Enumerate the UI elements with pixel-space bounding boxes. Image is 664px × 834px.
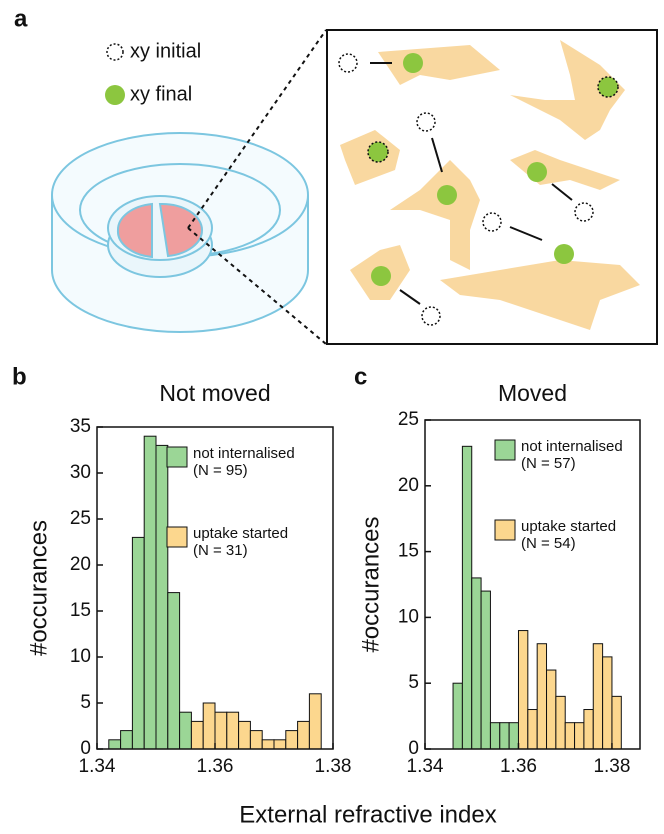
legend-text: xy final: [130, 83, 192, 105]
bar: [298, 721, 310, 749]
legend-swatch: [495, 520, 515, 540]
y-tick-label: 25: [398, 409, 419, 430]
dish: [52, 133, 308, 332]
bar: [593, 644, 602, 749]
legend-swatch: [495, 440, 515, 460]
bar: [109, 740, 121, 749]
bar: [509, 723, 518, 749]
bar: [180, 712, 192, 749]
bar: [286, 731, 298, 749]
bar: [472, 578, 481, 749]
y-tick-label: 35: [70, 416, 91, 437]
figure: a xy initial xy final b c E: [0, 0, 664, 834]
panel-label: b: [12, 363, 27, 390]
y-tick-label: 20: [70, 554, 91, 575]
y-tick-label: 30: [70, 462, 91, 483]
bar: [565, 723, 574, 749]
bar: [547, 670, 556, 749]
y-axis-label: #occurances: [357, 516, 384, 652]
bar: [250, 731, 262, 749]
bar: [156, 445, 168, 749]
legend-text: xy initial: [130, 40, 201, 62]
bar: [490, 723, 499, 749]
final-icon: [105, 85, 125, 105]
legend-label: uptake started: [521, 518, 616, 535]
bar: [239, 721, 251, 749]
y-tick-label: 15: [398, 541, 419, 562]
bar: [528, 710, 537, 749]
y-axis-label: #occurances: [25, 520, 52, 656]
bar: [215, 712, 227, 749]
bar: [500, 723, 509, 749]
panel-label: a: [14, 5, 28, 32]
bar: [262, 740, 274, 749]
bar: [191, 721, 203, 749]
y-tick-label: 10: [398, 606, 419, 627]
legend-count: (N = 95): [193, 462, 248, 479]
bar: [556, 696, 565, 749]
initial-icon: [107, 44, 123, 60]
bar: [168, 593, 180, 749]
bar: [453, 683, 462, 749]
bar: [603, 657, 612, 749]
bar: [575, 723, 584, 749]
x-tick-label: 1.36: [500, 756, 537, 777]
chart-title: Moved: [498, 380, 567, 406]
x-tick-label: 1.38: [315, 756, 352, 777]
x-tick-label: 1.36: [197, 756, 234, 777]
legend-count: (N = 54): [521, 535, 576, 552]
x-axis-label: External refractive index: [239, 801, 496, 828]
bar: [121, 731, 133, 749]
bar: [462, 446, 471, 749]
bar: [309, 694, 321, 749]
legend-label: uptake started: [193, 525, 288, 542]
bar: [612, 696, 621, 749]
bar: [203, 703, 215, 749]
bar: [537, 644, 546, 749]
y-tick-label: 25: [70, 508, 91, 529]
bar: [274, 740, 286, 749]
bar: [518, 631, 527, 749]
y-tick-label: 5: [408, 672, 419, 693]
y-tick-label: 15: [70, 600, 91, 621]
legend-count: (N = 31): [193, 542, 248, 559]
legend-label: not internalised: [193, 445, 295, 462]
x-tick-label: 1.34: [407, 756, 444, 777]
chart-title: Not moved: [159, 380, 270, 406]
legend-count: (N = 57): [521, 455, 576, 472]
y-tick-label: 10: [70, 646, 91, 667]
legend-swatch: [167, 527, 187, 547]
bar: [227, 712, 239, 749]
legend-swatch: [167, 447, 187, 467]
x-tick-label: 1.38: [593, 756, 630, 777]
bar: [584, 710, 593, 749]
y-tick-label: 5: [80, 692, 91, 713]
legend-label: not internalised: [521, 438, 623, 455]
panel-label: c: [354, 363, 367, 390]
x-tick-label: 1.34: [79, 756, 116, 777]
y-tick-label: 20: [398, 475, 419, 496]
bar: [144, 436, 156, 749]
bar: [132, 537, 144, 749]
bar: [481, 591, 490, 749]
